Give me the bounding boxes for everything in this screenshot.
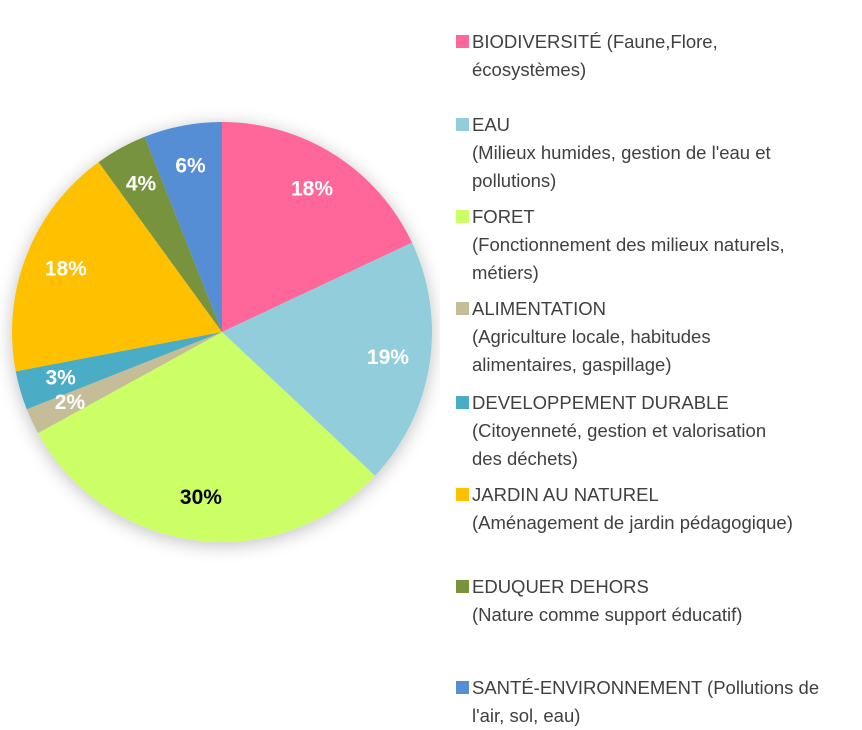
data-label: 6% (175, 155, 206, 178)
pie-slice (26, 332, 223, 434)
data-label: 2% (55, 391, 86, 414)
legend-swatch (456, 35, 469, 48)
data-label: 4% (126, 172, 157, 195)
legend-swatch (456, 681, 469, 694)
data-label: 18% (291, 178, 333, 201)
legend-entry: EDUQUER DEHORS (Nature comme support édu… (456, 573, 862, 629)
legend-swatch (456, 302, 469, 315)
legend-entry: BIODIVERSITÉ (Faune,Flore, écosystèmes) (456, 28, 862, 84)
legend-swatch (456, 118, 469, 131)
pie-slice (37, 332, 376, 542)
legend-swatch (456, 396, 469, 409)
pie (11, 122, 432, 542)
pie-slice (222, 122, 413, 332)
pie-slice (222, 242, 432, 476)
legend-label: FORET (Fonctionnement des milieux nature… (472, 206, 785, 283)
legend-entry: FORET (Fonctionnement des milieux nature… (456, 203, 862, 287)
data-label: 18% (45, 258, 87, 281)
pie-slice (15, 332, 222, 410)
legend-label: JARDIN AU NATUREL (Aménagement de jardin… (472, 484, 793, 533)
legend-label: ALIMENTATION (Agriculture locale, habitu… (472, 298, 711, 375)
legend-label: BIODIVERSITÉ (Faune,Flore, écosystèmes) (472, 31, 718, 80)
legend-entry: JARDIN AU NATUREL (Aménagement de jardin… (456, 481, 862, 537)
legend-swatch (456, 210, 469, 223)
legend-label: EDUQUER DEHORS (Nature comme support édu… (472, 576, 743, 625)
data-label: 19% (367, 346, 409, 369)
pie-slice (98, 136, 222, 332)
legend-label: EAU (Milieux humides, gestion de l'eau e… (472, 114, 771, 191)
legend-label: DEVELOPPEMENT DURABLE (Citoyenneté, gest… (472, 392, 767, 469)
pie-slice (144, 122, 222, 332)
legend-entry: EAU (Milieux humides, gestion de l'eau e… (456, 111, 862, 195)
pie-slice (11, 162, 222, 372)
legend-entry: SANTÉ-ENVIRONNEMENT (Pollutions de l'air… (456, 674, 862, 730)
legend-entry: ALIMENTATION (Agriculture locale, habitu… (456, 295, 862, 379)
data-label: 30% (180, 486, 222, 509)
legend-label: SANTÉ-ENVIRONNEMENT (Pollutions de l'air… (472, 677, 820, 726)
legend-swatch (456, 488, 469, 501)
pie-area: 18% 19% 30% 2%3% 18% 4% 6% (11, 122, 432, 542)
legend-swatch (456, 580, 469, 593)
data-label: 3% (45, 366, 76, 389)
legend-entry: DEVELOPPEMENT DURABLE (Citoyenneté, gest… (456, 389, 862, 473)
